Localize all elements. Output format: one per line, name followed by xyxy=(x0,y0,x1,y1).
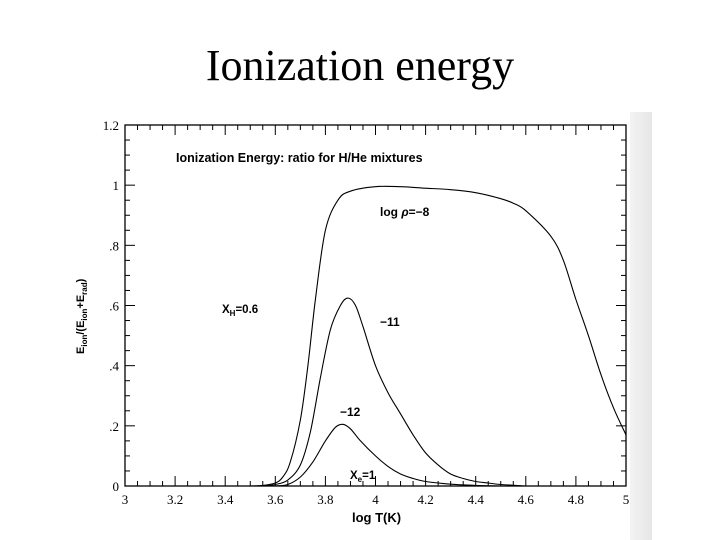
x-tick-label: 4.4 xyxy=(468,492,485,507)
x-axis-label: log T(K) xyxy=(352,510,401,525)
y-label-plus: +E xyxy=(75,295,87,309)
y-tick-label: 1.2 xyxy=(103,118,119,133)
x-tick-label: 3.6 xyxy=(267,492,284,507)
annotation-xhe-value: =1 xyxy=(362,470,376,482)
x-tick-label: 3 xyxy=(122,492,129,507)
x-tick-label: 5 xyxy=(623,492,630,507)
annotation-xh-x: X xyxy=(222,304,230,316)
annotation-minus12: −12 xyxy=(340,405,361,419)
annotation-minus11: −11 xyxy=(380,315,400,329)
plot-frame xyxy=(124,124,627,487)
x-tick-label: 4.2 xyxy=(417,492,433,507)
x-tick-label: 4.6 xyxy=(518,492,535,507)
x-tick-label: 3.2 xyxy=(167,492,183,507)
annotation-log-rho: log ρ=−8 xyxy=(380,205,430,219)
x-tick-label: 4.8 xyxy=(568,492,584,507)
chart-title: Ionization Energy: ratio for H/He mixtur… xyxy=(176,151,423,165)
y-label-e1: E xyxy=(75,347,87,354)
y-label-ion2: ion xyxy=(80,308,89,320)
annotation-xhe-sub: e xyxy=(358,475,363,484)
x-tick-label: 4 xyxy=(372,492,379,507)
annotation-xhe: Xe=1 xyxy=(350,470,376,484)
series-line xyxy=(275,423,501,487)
y-tick-label: .2 xyxy=(109,419,119,434)
x-tick-label: 3.4 xyxy=(217,492,234,507)
chart-ticks: 3 3.2 3.4 3.6 3.8 4 4.2 4.4 4.6 4.8 5 0 .2 .4 .6 .8 1 1.2 xyxy=(103,118,630,507)
y-label-rad: rad xyxy=(80,282,89,295)
annotation-rho-symbol: ρ xyxy=(400,205,408,219)
y-label-ion1: ion xyxy=(80,335,89,347)
slide-title: Ionization energy xyxy=(205,41,515,90)
annotation-xh-sub: H xyxy=(230,309,236,318)
y-tick-label: .6 xyxy=(109,299,119,314)
y-tick-label: .8 xyxy=(109,238,119,253)
annotation-rho-value: =−8 xyxy=(409,205,430,219)
y-label-mid: /(E xyxy=(75,321,87,335)
series-line xyxy=(262,297,526,487)
chart-series xyxy=(250,185,627,487)
annotation-rho-prefix: log xyxy=(380,205,401,219)
y-tick-label: .4 xyxy=(109,359,119,374)
series-line xyxy=(250,185,627,487)
x-tick-label: 3.8 xyxy=(317,492,333,507)
annotation-xh: XH=0.6 xyxy=(222,304,258,318)
y-label-end: ) xyxy=(75,278,87,282)
y-tick-label: 1 xyxy=(113,178,120,193)
scan-edge-strip xyxy=(630,112,652,540)
annotation-xh-value: =0.6 xyxy=(235,304,258,316)
annotation-xhe-x: X xyxy=(350,470,358,482)
y-axis-label: Eion/(Eion+Erad) xyxy=(75,278,89,354)
y-tick-label: 0 xyxy=(113,479,120,494)
chart-axes xyxy=(124,124,627,487)
